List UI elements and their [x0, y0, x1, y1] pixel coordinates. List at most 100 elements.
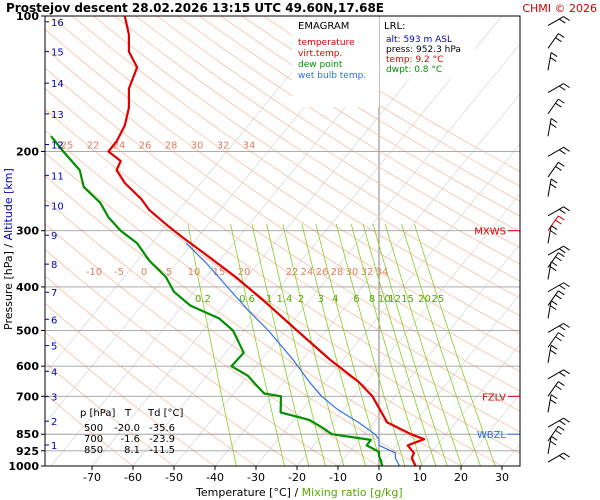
- wind-barb-flag: [558, 98, 565, 104]
- theta-label: 30: [346, 267, 359, 278]
- wind-barb-flag: [563, 369, 570, 375]
- wind-barb-shaft: [547, 381, 559, 397]
- wind-barb-flag: [555, 336, 562, 342]
- theta-label: 26: [139, 140, 152, 151]
- wind-barb-shaft: [547, 282, 564, 293]
- mixing-ratio-label: 2: [298, 294, 304, 305]
- level-label-fzlv: FZLV: [482, 392, 506, 403]
- wind-barb-flag: [555, 219, 562, 225]
- wind-barb-flag: [555, 294, 562, 300]
- wind-barb-flag: [549, 123, 557, 128]
- mixing-ratio-label: 1.4: [276, 294, 292, 305]
- altitude-tick-label: 10: [51, 202, 64, 213]
- isotherm-line: [45, 16, 339, 374]
- altitude-tick-label: 8: [51, 260, 57, 271]
- altitude-tick-label: 6: [51, 315, 57, 326]
- dry-adiabat-line: [45, 47, 520, 372]
- mixing-ratio-line: [282, 224, 345, 466]
- series-wet-bulb-temp-line: [185, 242, 401, 466]
- wind-barb-flag: [549, 57, 557, 62]
- wind-barb-shaft: [547, 300, 552, 319]
- isotherm-line: [337, 243, 520, 466]
- wind-barb-flag: [558, 332, 565, 338]
- x-tick-label: -10: [329, 471, 347, 484]
- wind-barb-flag: [555, 166, 562, 171]
- wind-barb-flag: [550, 225, 558, 231]
- wind-barb-shaft: [547, 245, 564, 256]
- wind-barb-flag: [555, 256, 562, 262]
- dry-adiabat-line: [45, 28, 520, 353]
- dry-adiabat-line: [45, 67, 520, 392]
- copyright-text: CHMI © 2026: [522, 2, 597, 15]
- mixing-ratio-line: [372, 223, 448, 466]
- altitude-tick-label: 16: [51, 18, 64, 29]
- table-cell: -35.6: [149, 423, 175, 434]
- theta-label: 22: [87, 140, 100, 151]
- mixing-ratio-label: 3: [318, 294, 324, 305]
- theta-label: 0: [141, 267, 147, 278]
- mixing-ratio-label: 15: [401, 294, 414, 305]
- mixing-ratio-label: 8: [369, 294, 375, 305]
- legend-item-temperature: temperature: [298, 38, 355, 48]
- chart-title: Prostejov descent 28.02.2026 13:15 UTC 4…: [6, 1, 384, 15]
- wind-barb-shaft: [547, 345, 552, 363]
- x-tick-label: -70: [83, 471, 101, 484]
- wind-barb-shaft: [547, 33, 559, 49]
- isotherm-line: [214, 93, 520, 466]
- legend-item-dew-point: dew point: [298, 60, 343, 70]
- dry-adiabat-line: [220, 16, 520, 202]
- wind-barb-flag: [555, 37, 562, 43]
- wind-barb-flag: [550, 300, 558, 306]
- wind-barb-shaft: [547, 452, 564, 463]
- mixing-ratio-label: 10: [378, 294, 391, 305]
- wind-barb-flag: [549, 440, 557, 446]
- table-cell: 700: [84, 434, 103, 445]
- y-tick-label: 500: [16, 325, 39, 338]
- wind-barb-flag: [549, 230, 557, 235]
- wind-barb-flag: [563, 452, 570, 458]
- wind-barb-flag: [549, 183, 557, 189]
- mixing-ratio-line: [187, 224, 237, 466]
- wind-barb-flag: [558, 33, 565, 39]
- theta-label: 32: [217, 140, 230, 151]
- y-tick-label: 1000: [8, 460, 39, 473]
- mixing-ratio-label: 20: [418, 294, 431, 305]
- mixing-ratio-line: [401, 223, 481, 466]
- altitude-tick-label: 12: [51, 141, 64, 152]
- wind-barb-shaft: [547, 206, 564, 217]
- series-temperature-line: [107, 16, 426, 466]
- altitude-tick-label: 7: [51, 288, 57, 299]
- temperature-axis: -70 -60 -50 -40 -30 -20 -10 0 10 20 30: [83, 466, 509, 484]
- x-tick-label: 30: [495, 471, 509, 484]
- mixing-ratio-label: 4: [332, 294, 338, 305]
- x-tick-label: -20: [288, 471, 306, 484]
- theta-label: 28: [331, 267, 344, 278]
- table-header-p: p [hPa]: [80, 408, 115, 419]
- altitude-tick-label: 3: [51, 393, 57, 404]
- y-tick-label: 300: [16, 225, 39, 238]
- wind-barb-shaft: [547, 52, 552, 71]
- table-cell: -11.5: [149, 445, 175, 456]
- wind-barb-flag: [550, 178, 558, 184]
- wind-barb-flag: [558, 215, 565, 221]
- wind-barb-flag: [555, 102, 562, 108]
- mixing-ratio-label: 25: [432, 294, 445, 305]
- legend-item-virt-temp: virt.temp.: [298, 49, 342, 59]
- wind-barb-flag: [558, 208, 566, 214]
- dry-adiabat-line: [114, 16, 520, 282]
- wind-barb-flag: [563, 146, 570, 152]
- altitude-tick-label: 1: [51, 441, 57, 452]
- altitude-tick-label: 14: [51, 79, 64, 90]
- wind-barb-flag: [558, 290, 565, 296]
- wind-barb-flag: [555, 385, 562, 391]
- theta-label: 24: [301, 267, 314, 278]
- wind-barb-shaft: [547, 98, 559, 115]
- x-tick-label: 20: [454, 471, 468, 484]
- lrl-temperature: temp: 9.2 °C: [386, 55, 443, 65]
- x-tick-label: -30: [247, 471, 265, 484]
- wind-barb-flag: [558, 455, 566, 460]
- wind-barb-flag: [563, 206, 570, 212]
- wind-barb-flag: [550, 394, 558, 400]
